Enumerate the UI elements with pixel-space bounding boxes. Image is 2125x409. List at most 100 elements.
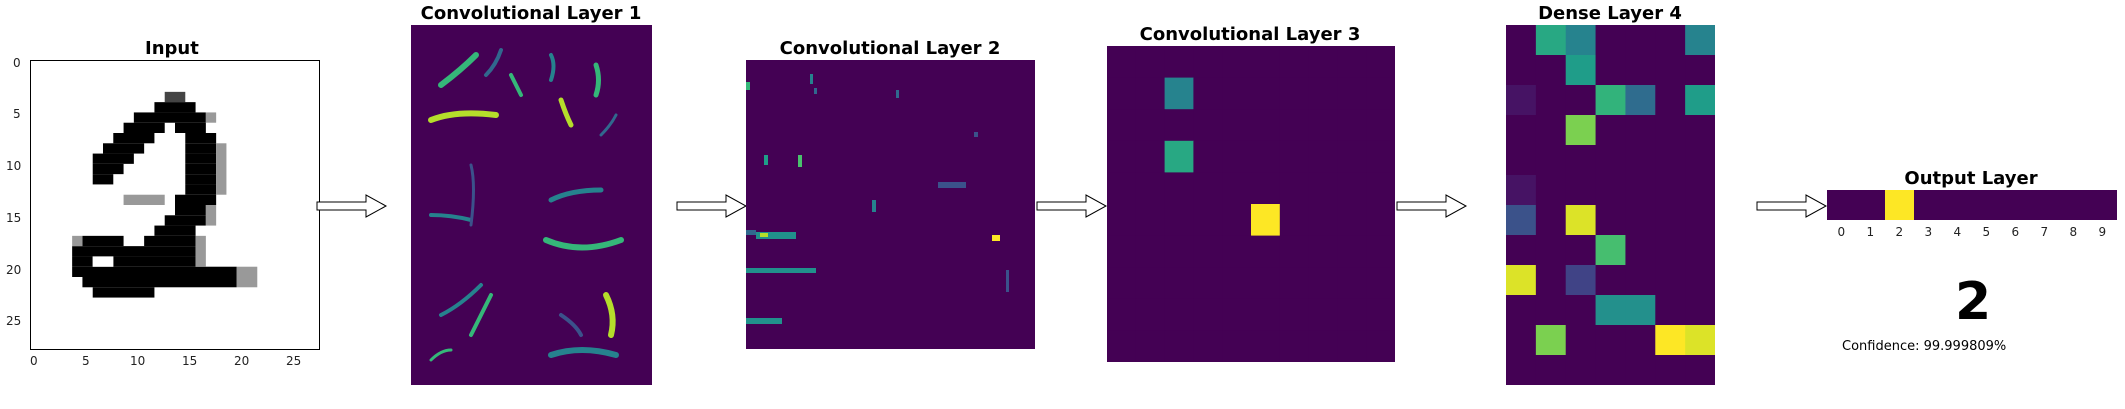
dense4-cell [1535,295,1567,326]
conv3-cell [1107,267,1137,300]
conv3-cell [1366,204,1395,237]
input-xtick: 20 [234,354,250,368]
dense4-title: Dense Layer 4 [1538,3,1682,24]
dense4-cell [1506,355,1537,385]
conv3-cell [1107,298,1137,331]
conv3-cell [1193,109,1223,142]
conv3-cell [1251,77,1281,110]
dense4-cell [1506,25,1537,56]
conv3-cell [1107,109,1137,142]
arrow-icon [1756,194,1828,218]
conv3-cell [1222,140,1252,173]
conv2-title: Convolutional Layer 2 [779,38,1001,59]
output-xtick: 8 [2069,225,2078,239]
dense4-cell [1655,355,1686,385]
conv3-cell [1193,204,1223,237]
input-ytick: 10 [6,159,22,173]
input-ytick: 20 [6,263,22,277]
dense4-cell [1506,325,1537,356]
output-xtick: 6 [2011,225,2020,239]
dense4-cell [1565,55,1597,86]
dense4-cell [1506,55,1537,86]
conv3-cell [1337,204,1367,237]
dense4-cell [1595,85,1626,116]
conv3-cell [1107,140,1137,173]
conv3-cell [1366,109,1395,142]
input-title: Input [145,38,199,59]
conv3-cell [1164,298,1194,331]
dense4-cell [1685,325,1715,356]
output-cell [2001,190,2031,220]
conv3-cell [1337,140,1367,173]
conv3-cell [1107,172,1137,205]
conv3-cell [1279,298,1310,331]
dense4-cell [1535,265,1567,296]
input-ytick: 25 [6,314,22,328]
dense4-cell [1655,55,1686,86]
conv3-cell [1107,235,1137,268]
conv3-cell [1308,267,1338,300]
conv3-cell [1222,330,1252,362]
dense4-cell [1535,115,1567,146]
dense4-cell [1625,325,1656,356]
dense4-cell [1655,115,1686,146]
conv3-cell [1164,235,1194,268]
dense4-cell [1565,235,1597,266]
dense4-cell [1506,85,1537,116]
conv3-cell [1193,330,1223,362]
dense4-cell [1625,235,1656,266]
input-digit-image [72,91,258,298]
dense4-cell [1506,115,1537,146]
dense4-cell [1595,55,1626,86]
output-title: Output Layer [1904,168,2038,189]
output-cell [1885,190,1915,220]
dense4-cell [1625,355,1656,385]
conv3-cell [1251,172,1281,205]
arrow-icon [1396,194,1468,218]
dense4-cell [1565,205,1597,236]
conv3-cell [1135,330,1166,362]
conv3-cell [1193,172,1223,205]
conv3-cell [1135,77,1166,110]
conv3-cell [1164,172,1194,205]
conv3-cell [1366,172,1395,205]
dense4-cell [1506,235,1537,266]
conv3-cell [1337,77,1367,110]
dense4-cell [1565,295,1597,326]
conv3-cell [1107,46,1137,79]
conv3-cell [1279,77,1310,110]
conv3-cell [1135,204,1166,237]
dense4-cell [1625,205,1656,236]
conv3-cell [1337,330,1367,362]
conv3-cell [1308,77,1338,110]
conv1-feature-map [411,25,652,385]
output-xtick: 4 [1953,225,1962,239]
dense4-cell [1535,325,1567,356]
dense4-cell [1595,205,1626,236]
conv3-title: Convolutional Layer 3 [1139,24,1361,45]
input-xtick: 15 [182,354,198,368]
conv3-cell [1366,267,1395,300]
conv3-cell [1222,235,1252,268]
dense4-cell [1506,205,1537,236]
conv2-feature-map [746,60,1035,349]
dense4-cell [1565,85,1597,116]
output-cell [1972,190,2002,220]
dense4-cell [1625,55,1656,86]
conv3-cell [1251,109,1281,142]
dense4-cell [1655,235,1686,266]
conv3-cell [1193,298,1223,331]
dense4-cell [1655,175,1686,206]
conv3-cell [1337,46,1367,79]
dense4-cell [1535,55,1567,86]
input-ytick: 0 [13,56,21,70]
output-xtick: 3 [1924,225,1933,239]
dense4-cell [1535,205,1567,236]
conv3-cell [1164,109,1194,142]
dense4-cell [1565,25,1597,56]
confidence-text: Confidence: 99.999809% [1842,339,2007,354]
conv3-cell [1308,330,1338,362]
dense4-cell [1625,115,1656,146]
dense4-heatmap [1506,25,1715,385]
dense4-cell [1625,295,1656,326]
